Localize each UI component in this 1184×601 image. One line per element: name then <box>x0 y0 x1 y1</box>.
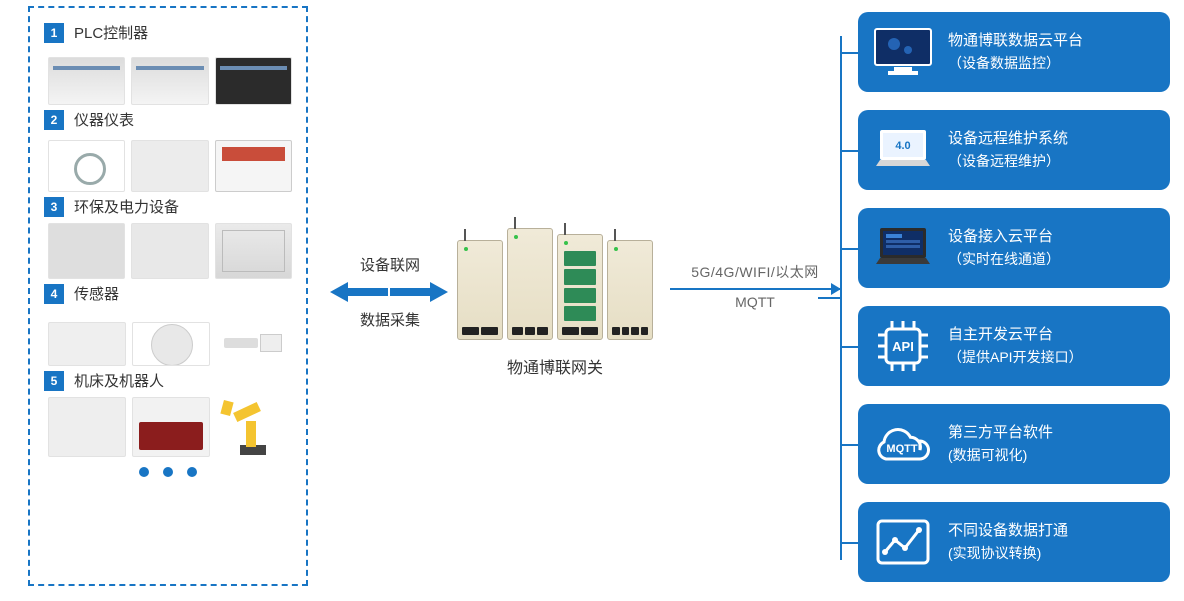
category-sensors: 4 传感器 <box>44 283 292 366</box>
platform-tiles: 物通博联数据云平台 （设备数据监控） 4.0 设备远程维护系统 （设备远程维护） <box>858 12 1170 582</box>
laptop-icon: 4.0 <box>872 121 934 179</box>
tile-title: 第三方平台软件 <box>948 422 1053 445</box>
category-number: 1 <box>44 23 64 43</box>
category-plc: 1 PLC控制器 <box>44 22 292 105</box>
svg-text:4.0: 4.0 <box>895 140 910 152</box>
tile-title: 设备接入云平台 <box>948 226 1060 249</box>
arrow-right-icon <box>670 288 840 290</box>
category-title: 传感器 <box>74 283 119 304</box>
gateway-device <box>607 240 653 340</box>
tile-title: 自主开发云平台 <box>948 324 1083 347</box>
tile-remote-maintenance: 4.0 设备远程维护系统 （设备远程维护） <box>858 110 1170 190</box>
device-image <box>216 397 292 457</box>
category-title: 环保及电力设备 <box>74 196 179 217</box>
line-chart-icon <box>872 513 934 571</box>
gateway-block: 物通博联网关 <box>445 220 665 378</box>
gateway-device <box>557 234 603 340</box>
laptop-dark-icon <box>872 219 934 277</box>
device-image <box>48 57 125 105</box>
category-title: PLC控制器 <box>74 22 148 43</box>
tile-sub: (实现协议转换) <box>948 543 1068 564</box>
tile-title: 不同设备数据打通 <box>948 520 1068 543</box>
protocol-label-1: 5G/4G/WIFI/以太网 <box>670 262 840 282</box>
gateway-device <box>457 240 503 340</box>
device-image <box>131 223 208 279</box>
center-link-label: 设备联网 数据采集 <box>330 250 450 334</box>
category-number: 2 <box>44 110 64 130</box>
device-categories-panel: 1 PLC控制器 2 仪器仪表 3 环保及电力设备 <box>28 6 308 586</box>
category-number: 4 <box>44 284 64 304</box>
category-title: 仪器仪表 <box>74 109 134 130</box>
category-robots: 5 机床及机器人 <box>44 370 292 457</box>
category-number: 3 <box>44 197 64 217</box>
api-chip-icon: API <box>872 317 934 375</box>
device-image <box>48 140 125 192</box>
protocol-link: 5G/4G/WIFI/以太网 MQTT <box>670 262 840 310</box>
device-image <box>48 223 125 279</box>
device-image <box>215 57 292 105</box>
device-image <box>48 322 126 366</box>
center-label-1: 设备联网 <box>330 254 450 275</box>
tile-title: 设备远程维护系统 <box>948 128 1068 151</box>
device-image <box>131 57 208 105</box>
svg-text:API: API <box>892 339 914 354</box>
tile-sub: （设备数据监控） <box>948 53 1083 74</box>
category-enviro-power: 3 环保及电力设备 <box>44 196 292 279</box>
bidirectional-arrow-icon <box>330 279 450 305</box>
center-label-2: 数据采集 <box>330 309 450 330</box>
tile-access-cloud: 设备接入云平台 （实时在线通道） <box>858 208 1170 288</box>
category-number: 5 <box>44 371 64 391</box>
tile-api: API 自主开发云平台 （提供API开发接口） <box>858 306 1170 386</box>
tile-sub: （提供API开发接口） <box>948 347 1083 368</box>
tile-sub: （实时在线通道） <box>948 249 1060 270</box>
pager-dot[interactable] <box>139 467 149 477</box>
category-instruments: 2 仪器仪表 <box>44 109 292 192</box>
pager-dot[interactable] <box>163 467 173 477</box>
pager-dot[interactable] <box>187 467 197 477</box>
svg-text:MQTT: MQTT <box>886 443 917 455</box>
device-image <box>48 397 126 457</box>
device-image <box>216 332 292 366</box>
tile-sub: （设备远程维护） <box>948 151 1068 172</box>
tile-title: 物通博联数据云平台 <box>948 30 1083 53</box>
device-image <box>132 322 210 366</box>
mqtt-cloud-icon: MQTT <box>872 415 934 473</box>
device-image <box>215 140 292 192</box>
category-title: 机床及机器人 <box>74 370 164 391</box>
monitor-icon <box>872 23 934 81</box>
device-image <box>132 397 210 457</box>
device-image <box>215 223 292 279</box>
protocol-label-2: MQTT <box>670 294 840 310</box>
connector-bracket <box>840 36 856 560</box>
category-pager <box>44 467 292 477</box>
tile-cloud-platform: 物通博联数据云平台 （设备数据监控） <box>858 12 1170 92</box>
tile-mqtt: MQTT 第三方平台软件 (数据可视化) <box>858 404 1170 484</box>
tile-sub: (数据可视化) <box>948 445 1053 466</box>
gateway-device <box>507 228 553 340</box>
gateway-label: 物通博联网关 <box>445 354 665 378</box>
device-image <box>131 140 208 192</box>
tile-data-bridge: 不同设备数据打通 (实现协议转换) <box>858 502 1170 582</box>
